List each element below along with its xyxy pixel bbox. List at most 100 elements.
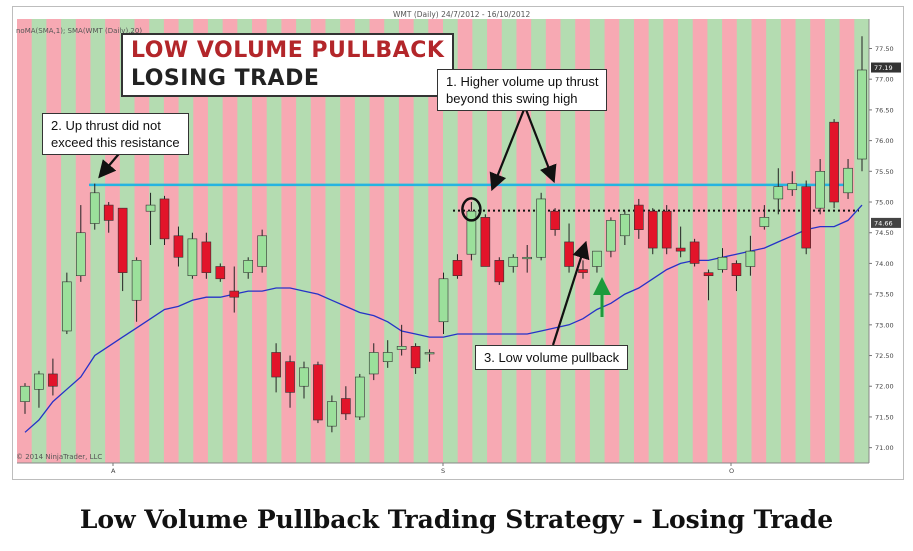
- y-tick-label: 75.50: [875, 168, 894, 176]
- candle-down: [633, 204, 644, 230]
- candle-down: [647, 210, 658, 249]
- candle-down: [494, 260, 505, 283]
- candle-up: [815, 171, 825, 209]
- arrow-to-pullback: [551, 240, 590, 346]
- annotation-higher-volume-line-2: beyond this swing high: [446, 91, 578, 106]
- candle-down: [48, 373, 58, 387]
- volume-band: [354, 19, 371, 463]
- candle-down: [201, 241, 212, 273]
- x-tick-label: O: [729, 467, 734, 475]
- candle-up: [62, 281, 72, 332]
- candle-up: [257, 235, 267, 267]
- candle-down: [271, 352, 281, 378]
- volume-band: [810, 19, 826, 463]
- volume-band: [193, 19, 209, 463]
- annotation-higher-volume-line-1: 1. Higher volume up thrust: [446, 74, 599, 89]
- candle-up: [787, 183, 798, 191]
- candle-down: [410, 346, 421, 369]
- y-tick-label: 72.00: [875, 383, 894, 391]
- candle-up: [89, 192, 100, 224]
- candle-down: [341, 398, 351, 415]
- volume-band: [722, 19, 738, 463]
- arrow-to-up-thrust: [523, 106, 557, 184]
- candle-up: [759, 217, 770, 227]
- candle-down: [229, 290, 240, 298]
- swing-high-circle: [461, 197, 482, 222]
- candle-up: [34, 373, 44, 390]
- volume-band: [678, 19, 694, 463]
- volume-band: [780, 19, 797, 463]
- volume-band: [340, 19, 356, 463]
- candle-down: [675, 247, 686, 252]
- volume-band: [751, 19, 767, 463]
- candle-up: [424, 352, 435, 355]
- candle-down: [731, 263, 742, 277]
- candle-up: [438, 278, 449, 323]
- candle-up: [857, 69, 867, 160]
- candle-down: [689, 241, 700, 264]
- y-tick-label: 74.50: [875, 229, 894, 237]
- volume-band: [633, 19, 650, 463]
- chart-frame: 71.00 71.50 72.00 72.50 73.00 73.50 74.00 74.50…: [12, 6, 904, 480]
- x-tick-label: S: [441, 467, 445, 475]
- annotation-resistance: 2. Up thrust did not exceed this resista…: [42, 113, 189, 155]
- volume-band: [766, 19, 782, 463]
- candle-down: [703, 272, 714, 277]
- candle-down: [564, 241, 574, 267]
- candle-down: [117, 207, 128, 273]
- title-box: LOW VOLUME PULLBACK LOSING TRADE: [121, 33, 455, 97]
- candle-up: [508, 256, 519, 267]
- candle-up: [75, 232, 86, 277]
- volume-band: [90, 19, 106, 463]
- candle-down: [103, 204, 114, 221]
- candle-up: [606, 220, 616, 252]
- y-tick-label: 71.50: [875, 413, 894, 421]
- title-line-1: LOW VOLUME PULLBACK: [131, 38, 445, 63]
- price-badge-ma-text: 74.66: [874, 219, 893, 227]
- candle-up: [354, 376, 365, 418]
- candle-up: [187, 238, 198, 277]
- candle-up: [382, 352, 393, 362]
- candle-down: [159, 198, 170, 240]
- candle-up: [466, 210, 477, 255]
- y-tick-label: 71.00: [875, 444, 894, 452]
- y-tick-label: 77.00: [875, 76, 894, 84]
- figure-caption: Low Volume Pullback Trading Strategy - L…: [79, 505, 834, 534]
- candle-down: [215, 266, 226, 280]
- volume-band: [266, 19, 283, 463]
- price-axis-area: [869, 19, 903, 463]
- price-badge-ma: [871, 217, 901, 228]
- volume-band: [296, 19, 312, 463]
- y-tick-label: 77.50: [875, 45, 894, 53]
- y-tick-label: 75.00: [875, 199, 894, 207]
- candle-down: [480, 217, 491, 267]
- candle-up: [327, 401, 337, 427]
- volume-band: [839, 19, 855, 463]
- y-tick-label: 73.50: [875, 291, 894, 299]
- volume-band: [707, 19, 723, 463]
- candle-up: [717, 256, 728, 270]
- volume-band: [17, 19, 33, 463]
- candle-up: [773, 186, 784, 200]
- volume-band: [281, 19, 297, 463]
- y-tick-label: 76.00: [875, 137, 894, 145]
- candle-up: [522, 256, 533, 260]
- annotation-low-volume-pullback: 3. Low volume pullback: [475, 345, 629, 370]
- volume-band: [222, 19, 238, 463]
- volume-band: [824, 19, 841, 463]
- candle-down: [173, 235, 184, 258]
- candle-up: [592, 250, 602, 267]
- volume-band: [736, 19, 753, 463]
- volume-band: [325, 19, 341, 463]
- volume-band: [457, 19, 473, 463]
- candle-up: [620, 213, 630, 237]
- candle-up: [145, 204, 156, 212]
- volume-band: [619, 19, 635, 463]
- volume-band: [237, 19, 253, 463]
- arrow-to-swing-high: [489, 106, 527, 192]
- y-tick-label: 72.50: [875, 352, 894, 360]
- candle-down: [801, 186, 812, 249]
- candle-up: [745, 250, 756, 267]
- chart-header: WMT (Daily) 24/7/2012 - 16/10/2012: [393, 10, 531, 19]
- price-badge-current-text: 77.19: [874, 64, 893, 72]
